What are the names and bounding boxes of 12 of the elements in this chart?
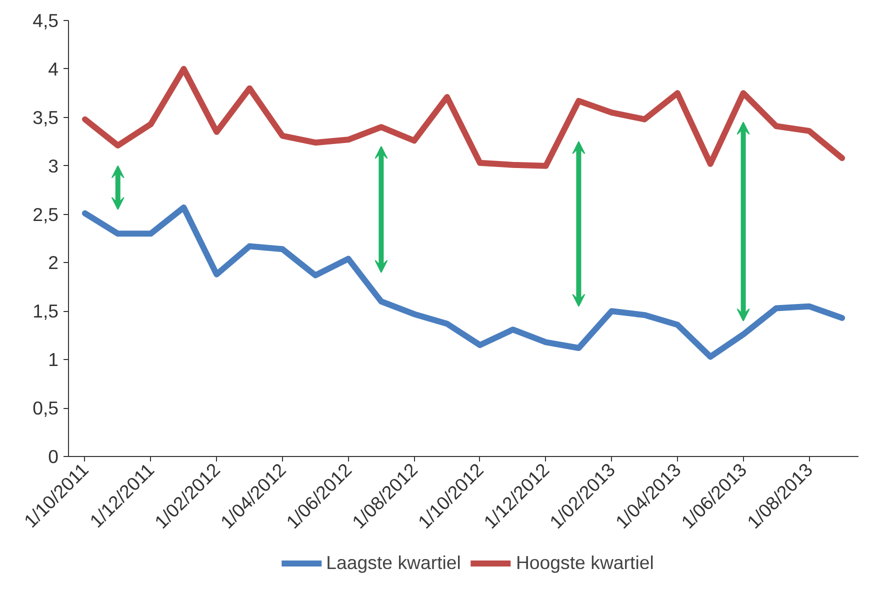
y-tick-label: 1,5 — [32, 300, 59, 322]
y-tick-label: 2,5 — [32, 204, 59, 225]
y-tick-label: 0 — [48, 446, 59, 467]
y-tick-label: 4,5 — [32, 10, 59, 31]
y-tick-label: 2 — [48, 252, 59, 274]
y-tick-label: 1 — [48, 349, 59, 370]
y-tick-label: 4 — [48, 58, 59, 80]
legend-label: Laagste kwartiel — [326, 552, 461, 574]
y-tick-label: 0,5 — [32, 398, 59, 419]
y-tick-label: 3 — [48, 155, 59, 176]
y-tick-label: 3,5 — [32, 106, 59, 128]
legend-label: Hoogste kwartiel — [516, 552, 654, 574]
